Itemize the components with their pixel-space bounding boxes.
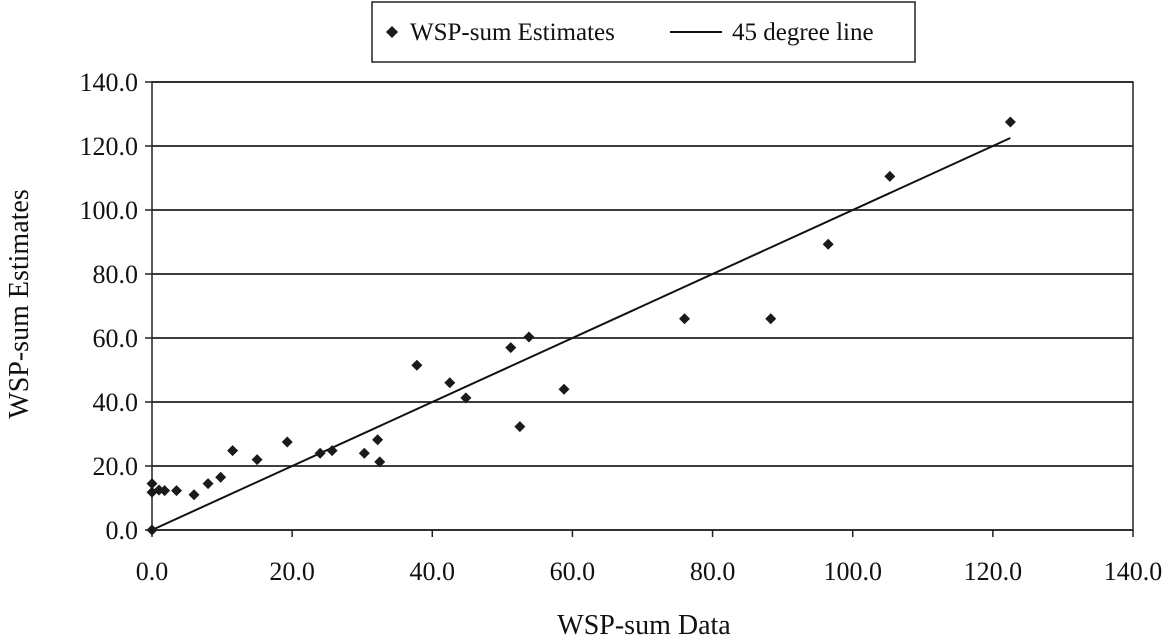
x-tick-label: 60.0 bbox=[550, 557, 596, 586]
data-point bbox=[884, 170, 896, 182]
legend-label-45-line: 45 degree line bbox=[732, 19, 874, 46]
y-tick-label: 0.0 bbox=[106, 516, 139, 545]
x-tick-label: 40.0 bbox=[410, 557, 456, 586]
x-tick-label: 140.0 bbox=[1104, 557, 1163, 586]
x-axis-title: WSP-sum Data bbox=[557, 610, 731, 641]
x-tick-label: 20.0 bbox=[269, 557, 315, 586]
y-axis-title: WSP-sum Estimates bbox=[4, 189, 35, 418]
data-point bbox=[146, 478, 158, 490]
gridlines bbox=[152, 81, 1133, 531]
data-point bbox=[558, 383, 570, 395]
data-point bbox=[460, 392, 472, 404]
data-point bbox=[822, 238, 834, 250]
y-axis-ticks: 0.0 20.0 40.0 60.0 80.0 100.0 120.0 140.0 bbox=[80, 68, 152, 545]
plot-area-frame bbox=[151, 81, 1134, 531]
data-point bbox=[146, 524, 158, 536]
data-point bbox=[1004, 116, 1016, 128]
data-point bbox=[326, 445, 338, 457]
x-tick-label: 80.0 bbox=[690, 557, 736, 586]
data-point bbox=[765, 313, 777, 325]
y-tick-label: 100.0 bbox=[80, 196, 139, 225]
y-tick-label: 40.0 bbox=[93, 388, 139, 417]
data-point bbox=[372, 434, 384, 446]
y-tick-label: 140.0 bbox=[80, 68, 139, 97]
data-point bbox=[523, 331, 535, 343]
data-point bbox=[505, 342, 517, 354]
reference-line-layer bbox=[151, 137, 1011, 531]
reference-line-45-degree bbox=[151, 137, 1011, 531]
data-point bbox=[314, 447, 326, 459]
data-point bbox=[215, 471, 227, 483]
data-point bbox=[374, 456, 386, 468]
data-point bbox=[159, 485, 171, 497]
x-tick-label: 120.0 bbox=[964, 557, 1023, 586]
data-point bbox=[358, 447, 370, 459]
x-tick-label: 0.0 bbox=[136, 557, 169, 586]
y-tick-label: 60.0 bbox=[93, 324, 139, 353]
legend-diamond-marker bbox=[386, 26, 398, 38]
legend: WSP-sum Estimates 45 degree line bbox=[371, 1, 916, 63]
x-axis-ticks: 0.0 20.0 40.0 60.0 80.0 100.0 120.0 140.0 bbox=[136, 530, 1163, 586]
legend-box bbox=[371, 1, 916, 63]
data-points-layer bbox=[146, 116, 1016, 536]
data-point bbox=[411, 359, 423, 371]
y-tick-label: 120.0 bbox=[80, 132, 139, 161]
data-point bbox=[444, 377, 456, 389]
data-point bbox=[679, 313, 691, 325]
data-point bbox=[202, 478, 214, 490]
data-point bbox=[514, 421, 526, 433]
y-tick-label: 20.0 bbox=[93, 452, 139, 481]
data-point bbox=[171, 485, 183, 497]
y-tick-label: 80.0 bbox=[93, 260, 139, 289]
data-point bbox=[188, 489, 200, 501]
data-point bbox=[227, 445, 239, 457]
x-tick-label: 100.0 bbox=[823, 557, 882, 586]
data-point bbox=[251, 454, 263, 466]
legend-label-estimates: WSP-sum Estimates bbox=[410, 19, 615, 46]
data-point bbox=[281, 436, 293, 448]
